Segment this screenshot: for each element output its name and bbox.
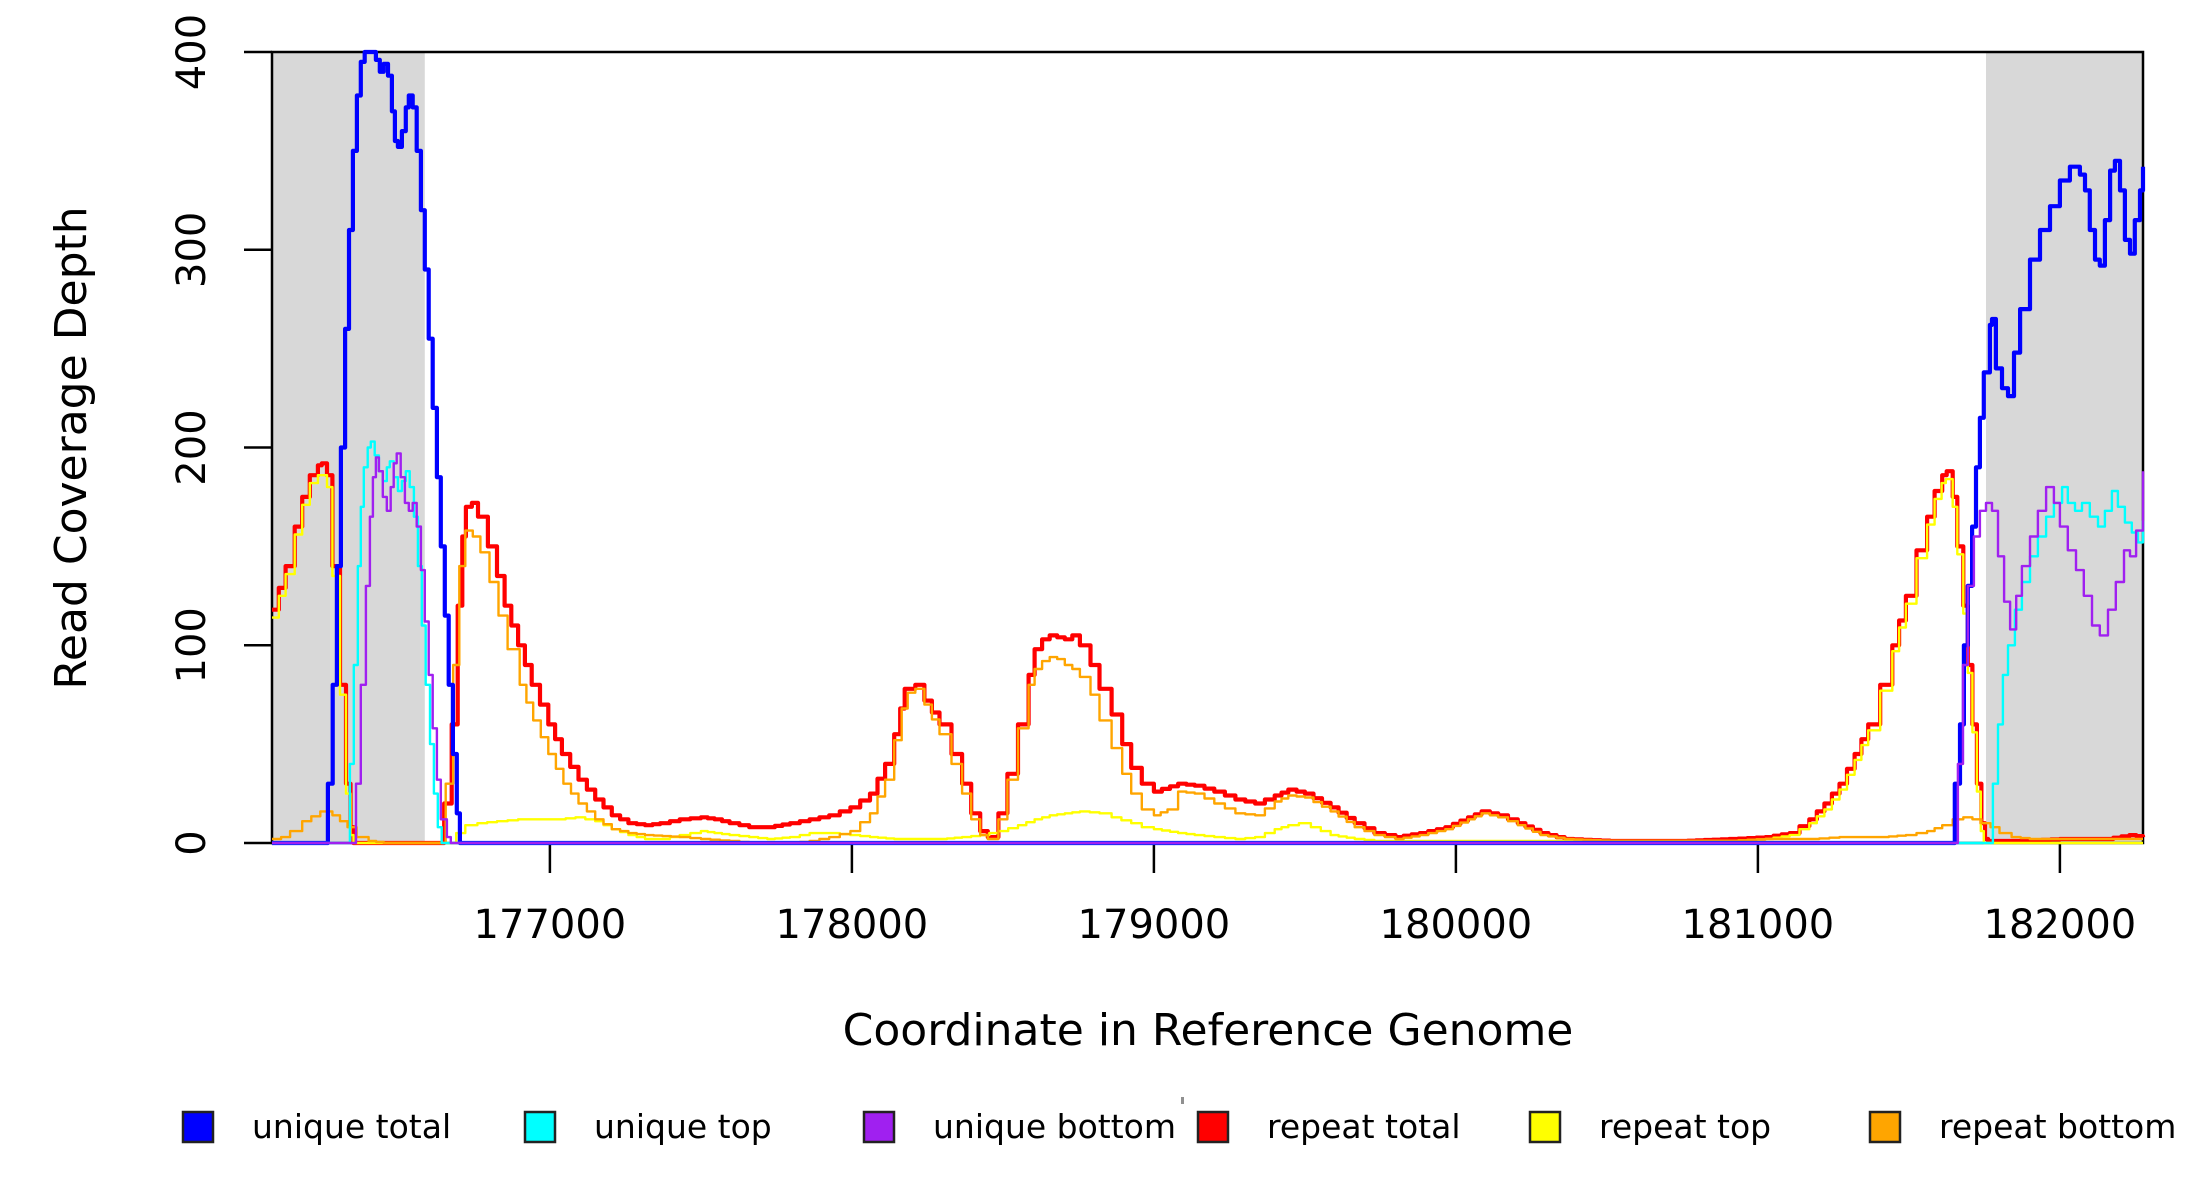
legend-item-unique-top: unique top	[523, 1107, 772, 1146]
legend-label-repeat-total: repeat total	[1267, 1107, 1461, 1146]
legend-swatch-repeat-total-icon	[1196, 1110, 1230, 1144]
series-line-unique-top	[272, 440, 2145, 845]
legend-item-repeat-top: repeat top	[1528, 1107, 1771, 1146]
x-tick-label: 182000	[1984, 902, 2137, 948]
x-tick-label: 177000	[474, 902, 627, 948]
legend-swatch-repeat-top-icon	[1528, 1110, 1562, 1144]
legend-swatch-unique-total-icon	[181, 1110, 215, 1144]
x-tick-label: 180000	[1380, 902, 1533, 948]
series-line-unique-bottom	[272, 452, 2145, 845]
legend-label-unique-top: unique top	[594, 1107, 772, 1146]
legend-label-unique-bottom: unique bottom	[933, 1107, 1176, 1146]
legend-item-unique-total: unique total	[181, 1107, 451, 1146]
legend: unique total unique top unique bottom re…	[181, 1107, 2176, 1146]
coverage-series-lines	[272, 49, 2146, 846]
shaded-region-left	[272, 52, 425, 843]
legend-item-repeat-bottom: repeat bottom	[1868, 1107, 2176, 1146]
x-tick-label: 181000	[1682, 902, 1835, 948]
y-tick-label: 0	[169, 830, 215, 855]
x-tick-label: 179000	[1078, 902, 1231, 948]
legend-swatch-repeat-bottom-icon	[1868, 1110, 1902, 1144]
y-tick-label: 100	[169, 607, 215, 683]
y-axis-ticks: 0 100 200 300 400	[169, 14, 272, 856]
y-tick-label: 400	[169, 14, 215, 90]
series-line-repeat-top	[272, 474, 2143, 845]
x-tick-label: 178000	[776, 902, 929, 948]
shaded-region-right	[1986, 52, 2143, 843]
y-tick-label: 300	[169, 212, 215, 288]
y-tick-label: 200	[169, 409, 215, 485]
shaded-region-bands	[272, 52, 2143, 843]
legend-swatch-unique-bottom-icon	[862, 1110, 896, 1144]
legend-item-unique-bottom: unique bottom	[862, 1107, 1176, 1146]
legend-label-repeat-bottom: repeat bottom	[1939, 1107, 2176, 1146]
y-axis-title: Read Coverage Depth	[46, 206, 97, 689]
legend-label-repeat-top: repeat top	[1599, 1107, 1771, 1146]
legend-label-unique-total: unique total	[252, 1107, 451, 1146]
legend-artifact-mark	[1181, 1097, 1184, 1104]
x-axis-title: Coordinate in Reference Genome	[843, 1005, 1574, 1056]
series-line-repeat-total	[272, 461, 2146, 846]
legend-swatch-unique-top-icon	[523, 1110, 557, 1144]
x-axis-ticks: 177000 178000 179000 180000 181000 182000	[474, 843, 2137, 948]
legend-item-repeat-total: repeat total	[1196, 1107, 1461, 1146]
series-line-repeat-bottom	[272, 529, 2143, 845]
